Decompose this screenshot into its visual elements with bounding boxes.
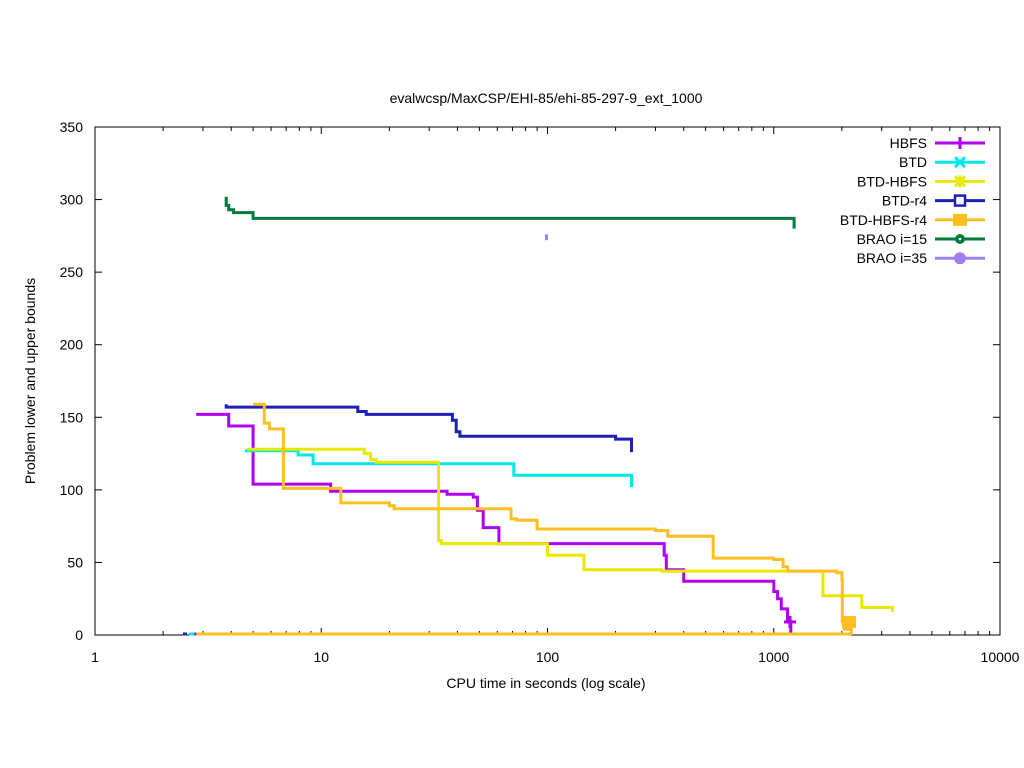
y-tick-label: 300 xyxy=(60,192,84,208)
y-tick-label: 150 xyxy=(60,409,84,425)
y-axis: 0 50 100 150 200 250 300 350 xyxy=(60,119,1000,643)
legend-marker-icon xyxy=(953,194,967,207)
x-tick-label: 10 xyxy=(313,649,329,665)
legend-label: BTD-r4 xyxy=(882,193,927,209)
legend-marker-icon xyxy=(955,234,965,244)
legend-marker-icon xyxy=(954,252,966,265)
legend-label: BTD xyxy=(899,154,927,170)
series-hbfs xyxy=(188,412,797,636)
legend-label: HBFS xyxy=(890,135,927,151)
legend: HBFS BTD BTD-HBFS BTD-r4 BTD-HBFS-r4 BRAO i=1… xyxy=(840,135,985,266)
x-axis: 1 10 100 1000 10000 xyxy=(91,127,1020,665)
legend-label: BTD-HBFS xyxy=(857,173,927,189)
legend-marker-icon xyxy=(954,137,966,149)
series-btd xyxy=(188,449,633,636)
upper-bound-line xyxy=(224,404,633,453)
upper-bound-line xyxy=(253,402,853,635)
series-btd-r4 xyxy=(183,404,633,636)
upper-bound-line xyxy=(247,447,894,612)
data-point-marker xyxy=(784,615,797,628)
series-brao-i-15 xyxy=(224,196,796,229)
legend-label: BTD-HBFS-r4 xyxy=(840,212,927,228)
legend-label: BRAO i=35 xyxy=(857,250,928,266)
chart-title: evalwcsp/MaxCSP/EHI-85/ehi-85-297-9_ext_… xyxy=(390,90,703,106)
x-tick-label: 1 xyxy=(91,649,99,665)
legend-label: BRAO i=15 xyxy=(857,231,928,247)
upper-bound-line xyxy=(244,449,633,487)
legend-item: HBFS xyxy=(890,135,985,151)
series-layer xyxy=(183,196,894,636)
y-tick-label: 250 xyxy=(60,264,84,280)
y-axis-label: Problem lower and upper bounds xyxy=(22,278,38,484)
legend-item: BTD-HBFS xyxy=(857,173,985,189)
legend-marker-icon xyxy=(953,156,967,169)
series-btd-hbfs xyxy=(247,447,894,612)
upper-bound-line xyxy=(224,196,796,229)
legend-marker-icon xyxy=(953,213,967,226)
x-tick-label: 10000 xyxy=(981,649,1020,665)
legend-item: BTD-r4 xyxy=(882,193,985,209)
x-tick-label: 100 xyxy=(536,649,560,665)
y-tick-label: 100 xyxy=(60,482,84,498)
y-tick-label: 50 xyxy=(67,554,83,570)
x-tick-label: 1000 xyxy=(758,649,789,665)
legend-item: BRAO i=35 xyxy=(857,250,985,266)
legend-item: BTD xyxy=(899,154,985,170)
series-btd-hbfs-r4 xyxy=(196,402,856,636)
legend-item: BTD-HBFS-r4 xyxy=(840,212,985,228)
legend-item: BRAO i=15 xyxy=(857,231,985,247)
x-axis-label: CPU time in seconds (log scale) xyxy=(446,675,645,691)
plot-frame xyxy=(94,126,1001,636)
legend-marker-icon xyxy=(953,175,967,188)
y-tick-label: 200 xyxy=(60,337,84,353)
upper-bound-line xyxy=(196,412,793,635)
y-tick-label: 0 xyxy=(75,627,83,643)
data-point-marker xyxy=(841,615,856,628)
y-tick-label: 350 xyxy=(60,119,84,135)
